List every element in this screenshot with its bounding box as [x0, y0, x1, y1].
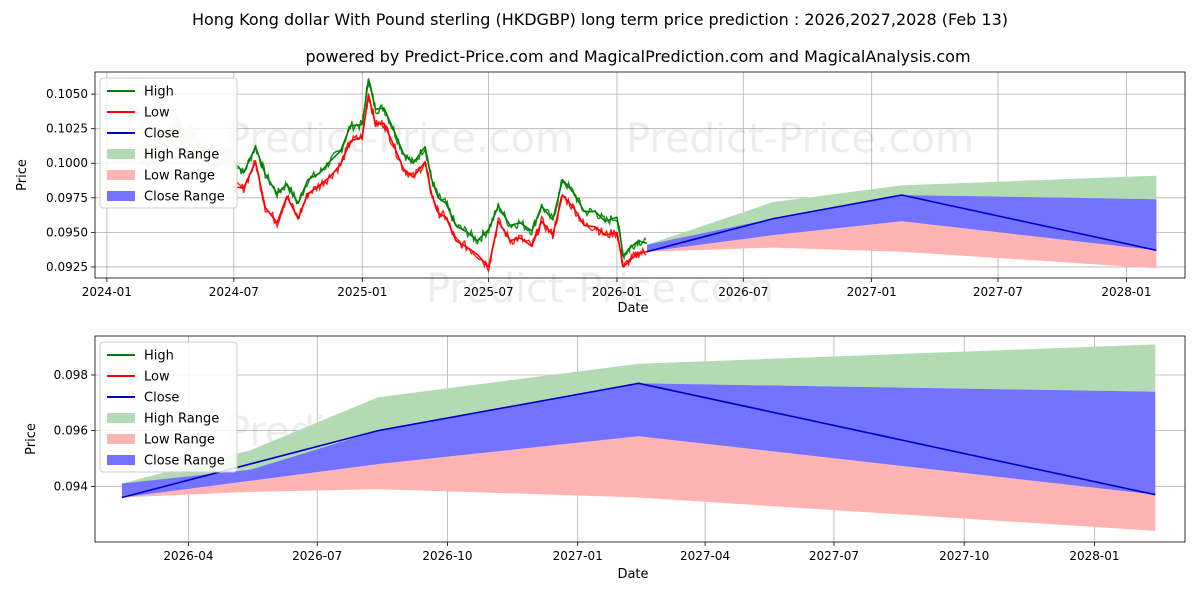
legend-label-low: Low [144, 106, 170, 121]
legend: High Low Close High Range Low Range Close Ran… [99, 341, 238, 473]
high-range-band [647, 175, 1157, 252]
x-tick-label: 2026-01 [592, 285, 642, 299]
x-tick-label: 2024-01 [82, 285, 132, 299]
watermark-text: Predict-Price.com [426, 266, 774, 312]
chart-title: Hong Kong dollar With Pound sterling (HK… [192, 10, 1008, 29]
y-axis-label: Price [24, 423, 39, 455]
y-tick-label: 0.0975 [46, 191, 88, 205]
legend: High Low Close High Range Low Range Close Ran… [99, 77, 238, 209]
y-tick-label: 0.094 [54, 479, 88, 493]
plot-area [121, 344, 1156, 531]
y-tick-label: 0.1050 [46, 87, 88, 101]
watermark-text: Predict-Price.com [626, 116, 974, 162]
x-tick-label: 2027-07 [973, 285, 1023, 299]
legend-label-high: High [144, 85, 174, 100]
legend-label-close: Close [144, 391, 179, 406]
legend-label-close-range: Close Range [144, 190, 225, 205]
legend-swatch-high-range [107, 413, 135, 423]
legend-label-close-range: Close Range [144, 454, 225, 469]
x-axis-label: Date [617, 301, 648, 316]
series-close-line [121, 382, 1156, 499]
legend-swatch-close-range [107, 455, 135, 465]
chart-subtitle: powered by Predict-Price.com and Magical… [305, 47, 970, 66]
x-tick-label: 2028-01 [1101, 285, 1151, 299]
x-tick-label: 2027-10 [939, 549, 989, 563]
legend-swatch-low-range [107, 170, 135, 180]
plot-area [128, 78, 1157, 274]
series-high-line [233, 78, 648, 257]
y-tick-label: 0.0950 [46, 225, 88, 239]
x-tick-label: 2026-07 [718, 285, 768, 299]
x-tick-label: 2026-10 [422, 549, 472, 563]
x-tick-label: 2024-07 [209, 285, 259, 299]
legend-label-high: High [144, 349, 174, 364]
x-tick-label: 2027-04 [680, 549, 730, 563]
y-tick-label: 0.098 [54, 368, 88, 382]
x-tick-label: 2025-01 [337, 285, 387, 299]
legend-label-high-range: High Range [144, 412, 219, 427]
close-range-band [647, 195, 1157, 252]
x-tick-label: 2025-07 [464, 285, 514, 299]
y-tick-label: 0.0925 [46, 260, 88, 274]
y-tick-label: 0.1000 [46, 156, 88, 170]
x-tick-label: 2027-01 [847, 285, 897, 299]
plot-frame [94, 71, 1186, 279]
history-panel: 2024-01 2024-07 2025-01 2025-07 2026-01 2026-… [15, 71, 1186, 316]
x-tick-label: 2026-07 [292, 549, 342, 563]
legend-label-low: Low [144, 370, 170, 385]
legend-swatch-high-range [107, 149, 135, 159]
forecast-panel: 2026-04 2026-07 2026-10 2027-01 2027-04 2027-… [24, 335, 1186, 582]
watermark-text: Predict-Price.com [226, 116, 574, 162]
legend-swatch-close-range [107, 191, 135, 201]
grid-lines [95, 72, 1185, 278]
legend-label-low-range: Low Range [144, 169, 215, 184]
plot-frame [94, 335, 1186, 543]
legend-swatch-low-range [107, 434, 135, 444]
y-axis-label: Price [15, 159, 30, 191]
legend-label-high-range: High Range [144, 148, 219, 163]
close-range-band [121, 383, 1156, 498]
high-range-band [121, 344, 1156, 498]
watermark-group: Predict-Price.com Predict-Price.com Predic… [226, 116, 974, 312]
x-axis-label: Date [617, 567, 648, 582]
x-tick-label: 2028-01 [1069, 549, 1119, 563]
x-tick-label: 2027-01 [553, 549, 603, 563]
y-tick-label: 0.1025 [46, 122, 88, 136]
low-range-band [647, 221, 1157, 269]
series-low-detail-line [233, 95, 647, 274]
series-high-detail-line [233, 80, 647, 261]
x-tick-label: 2027-07 [809, 549, 859, 563]
legend-label-low-range: Low Range [144, 433, 215, 448]
y-tick-label: 0.096 [54, 424, 88, 438]
x-tick-label: 2026-04 [163, 549, 213, 563]
legend-label-close: Close [144, 127, 179, 142]
series-close-line [646, 194, 1157, 253]
low-range-band [121, 436, 1156, 531]
